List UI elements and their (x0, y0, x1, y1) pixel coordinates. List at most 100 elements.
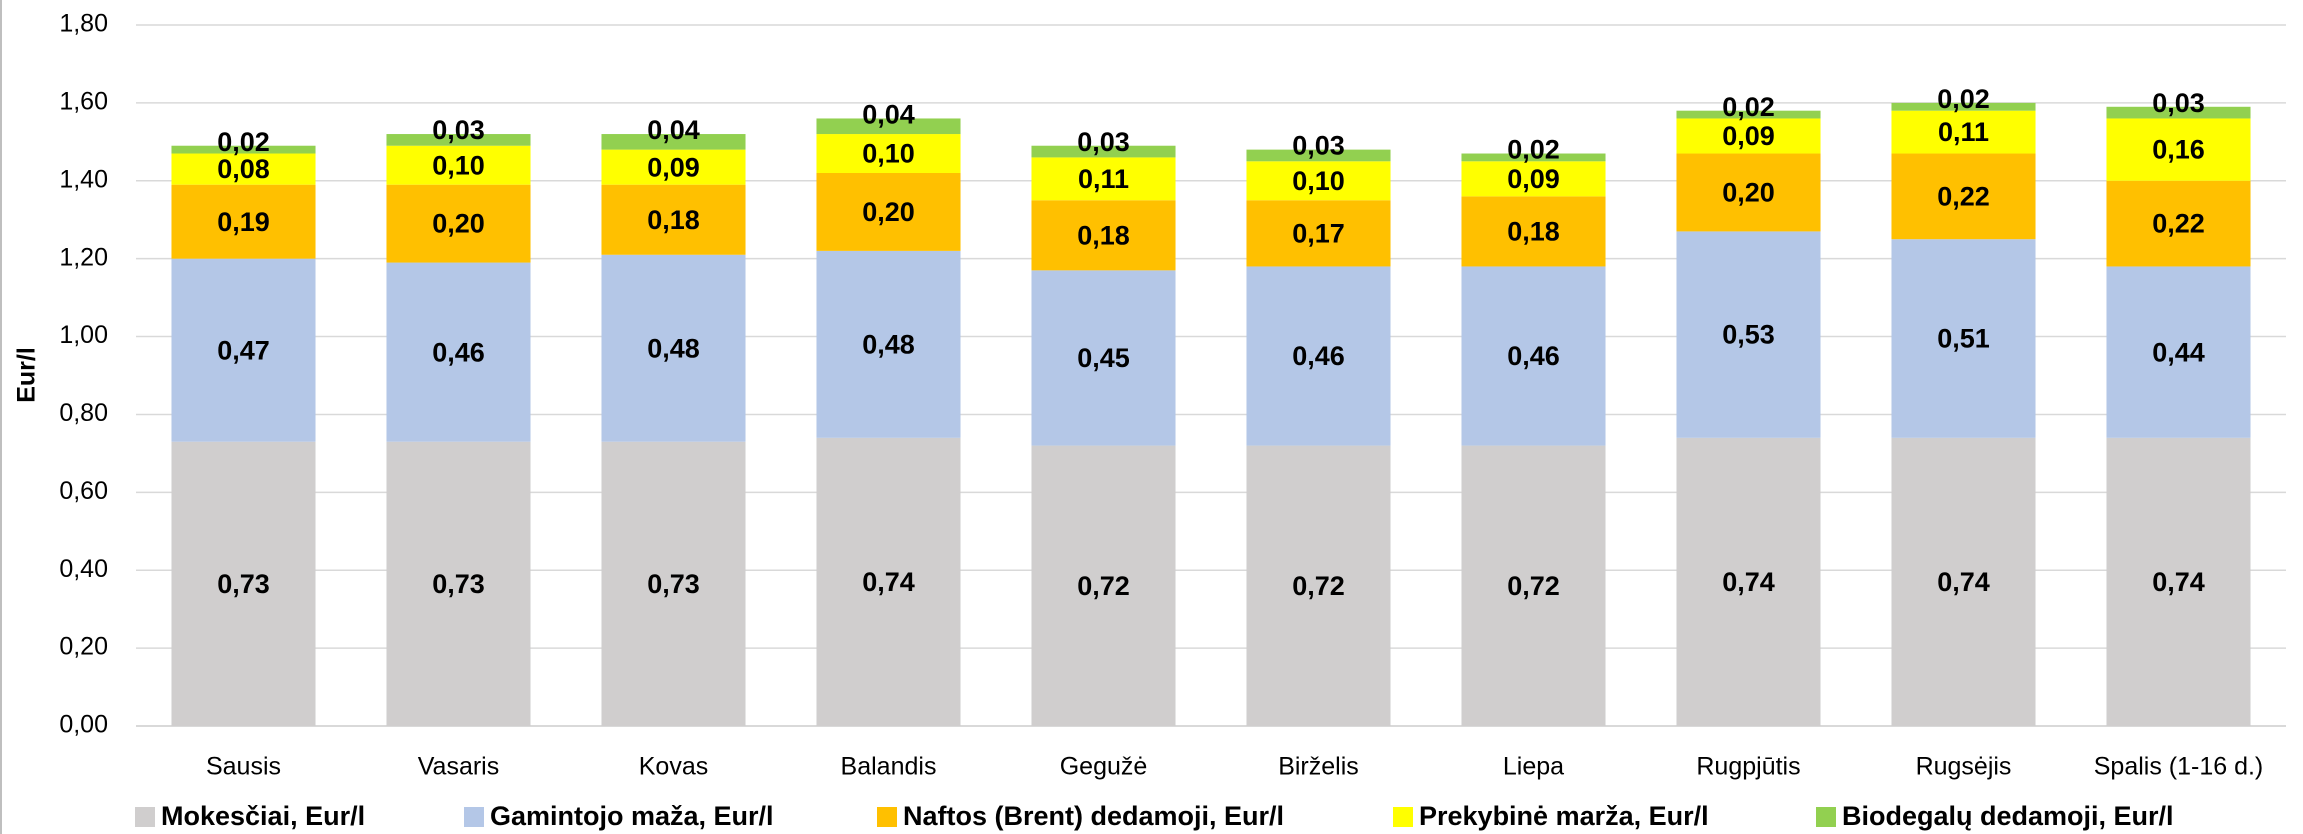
y-tick-label: 1,40 (59, 165, 108, 193)
data-label: 0,73 (432, 569, 485, 599)
bar-segment (816, 437, 961, 726)
x-tick-label: Birželis (1278, 753, 1359, 781)
data-label: 0,10 (432, 150, 485, 180)
bar-segment (601, 134, 746, 150)
bar-segment (1676, 153, 1821, 232)
data-label: 0,72 (1507, 571, 1560, 601)
y-tick-label: 1,20 (59, 243, 108, 271)
data-label: 0,46 (1507, 341, 1560, 371)
legend-label: Prekybinė marža, Eur/l (1419, 801, 1709, 831)
bar-segment (1461, 161, 1606, 197)
data-label: 0,10 (1292, 166, 1345, 196)
bar-segment (601, 441, 746, 726)
legend-swatch (1393, 807, 1413, 827)
legend-label: Biodegalų dedamoji, Eur/l (1842, 801, 2174, 831)
legend-swatch (1816, 807, 1836, 827)
data-label: 0,53 (1722, 320, 1775, 350)
bar-segment (1461, 196, 1606, 267)
data-label: 0,09 (1507, 164, 1560, 194)
data-label: 0,03 (1077, 127, 1130, 157)
data-label: 0,03 (2152, 88, 2205, 118)
data-label: 0,22 (2152, 209, 2205, 239)
bar-segment (1461, 153, 1606, 162)
data-label: 0,20 (862, 197, 915, 227)
data-label: 0,74 (1937, 567, 1990, 597)
bar-segment (386, 262, 531, 442)
y-tick-label: 0,80 (59, 399, 108, 427)
data-label: 0,48 (647, 333, 700, 363)
x-tick-label: Rugpjūtis (1696, 753, 1800, 781)
y-tick-label: 0,20 (59, 633, 108, 661)
bar-segment (1031, 157, 1176, 201)
data-label: 0,20 (432, 209, 485, 239)
bar-segment (601, 149, 746, 185)
data-label: 0,22 (1937, 181, 1990, 211)
bar-segment (386, 184, 531, 263)
bar-segment (171, 153, 316, 185)
data-label: 0,02 (1507, 135, 1560, 165)
x-tick-label: Gegužė (1060, 753, 1148, 781)
bar-segment (1246, 161, 1391, 201)
data-label: 0,73 (647, 569, 700, 599)
x-tick-label: Spalis (1-16 d.) (2094, 753, 2264, 781)
bar-segment (2106, 106, 2251, 119)
bar-segment (816, 118, 961, 135)
data-label: 0,47 (217, 335, 270, 365)
bar-segment (171, 441, 316, 726)
data-label: 0,46 (432, 337, 485, 367)
data-label: 0,18 (1077, 220, 1130, 250)
legend-swatch (877, 807, 897, 827)
bar-segment (171, 184, 316, 259)
data-label: 0,18 (1507, 217, 1560, 247)
bar-segment (1246, 445, 1391, 726)
bar-segment (2106, 180, 2251, 267)
data-label: 0,44 (2152, 337, 2205, 367)
bar-segment (816, 172, 961, 251)
data-label: 0,11 (1938, 117, 1989, 147)
bar-segment (386, 134, 531, 146)
data-label: 0,02 (217, 127, 270, 157)
data-label: 0,08 (217, 154, 270, 184)
y-tick-label: 0,40 (59, 555, 108, 583)
data-label: 0,73 (217, 569, 270, 599)
legend-label: Naftos (Brent) dedamoji, Eur/l (903, 801, 1284, 831)
bar-segment (1031, 145, 1176, 158)
data-label: 0,72 (1292, 571, 1345, 601)
x-tick-label: Sausis (206, 753, 281, 781)
bar-segment (2106, 437, 2251, 726)
y-axis-label: Eur/l (13, 347, 41, 403)
data-label: 0,17 (1292, 218, 1345, 248)
bar-segment (1676, 231, 1821, 438)
data-label: 0,11 (1078, 164, 1129, 194)
bar-segment (1891, 437, 2036, 726)
data-label: 0,02 (1722, 92, 1775, 122)
y-tick-label: 1,60 (59, 87, 108, 115)
legend-label: Mokesčiai, Eur/l (161, 801, 365, 831)
bar-segment (1676, 437, 1821, 726)
bar-segment (171, 258, 316, 442)
bar-segment (1031, 200, 1176, 271)
data-label: 0,10 (862, 139, 915, 169)
bar-segment (1461, 445, 1606, 726)
bar-segment (1676, 110, 1821, 119)
bar-segment (2106, 266, 2251, 438)
data-label: 0,74 (1722, 567, 1775, 597)
y-tick-label: 1,00 (59, 321, 108, 349)
data-label: 0,02 (1937, 84, 1990, 114)
data-label: 0,72 (1077, 571, 1130, 601)
data-label: 0,18 (647, 205, 700, 235)
legend-swatch (135, 807, 155, 827)
data-label: 0,51 (1937, 324, 1990, 354)
data-label: 0,19 (217, 207, 270, 237)
bar-segment (1891, 102, 2036, 111)
x-tick-label: Rugsėjis (1916, 753, 2012, 781)
bar-segment (1676, 118, 1821, 154)
y-tick-label: 0,60 (59, 477, 108, 505)
bar-segment (1461, 266, 1606, 446)
y-tick-label: 0,00 (59, 711, 108, 739)
x-tick-label: Liepa (1503, 753, 1564, 781)
bar-segment (1891, 239, 2036, 438)
data-label: 0,74 (862, 567, 915, 597)
bar-segment (2106, 118, 2251, 181)
